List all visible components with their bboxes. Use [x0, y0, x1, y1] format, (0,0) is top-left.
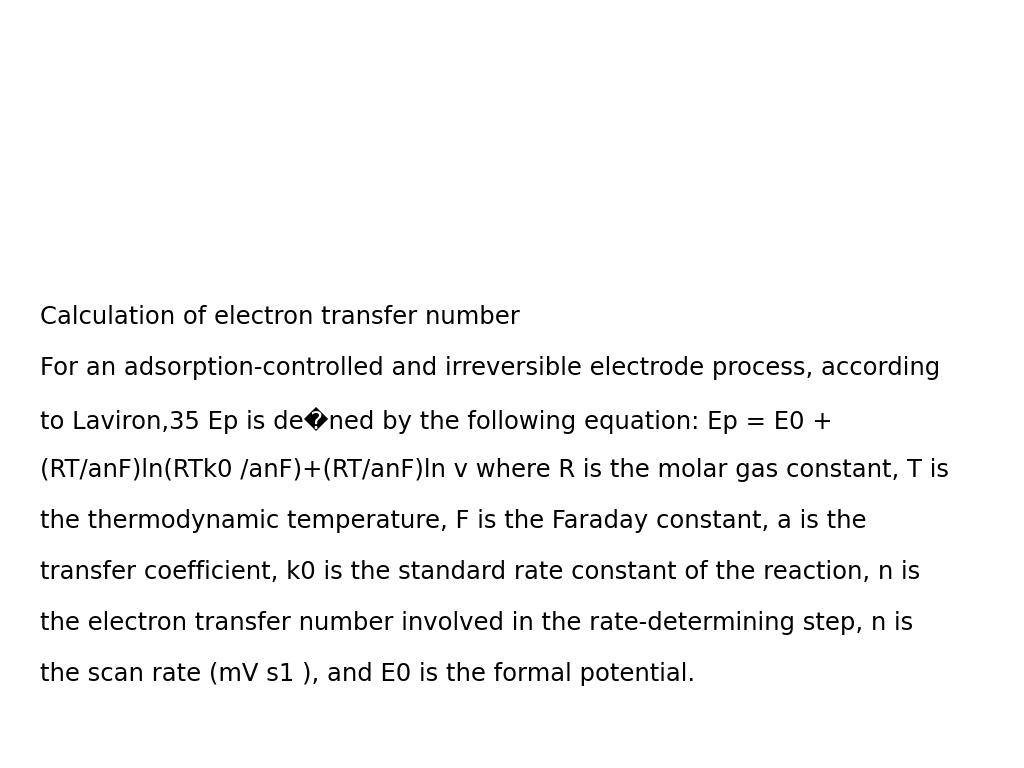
Text: For an adsorption-controlled and irreversible electrode process, according: For an adsorption-controlled and irrever… [40, 356, 940, 380]
Text: the scan rate (mV s1 ), and E0 is the formal potential.: the scan rate (mV s1 ), and E0 is the fo… [40, 662, 695, 686]
Text: (RT/anF)ln(RTk0 /anF)+(RT/anF)ln v where R is the molar gas constant, T is: (RT/anF)ln(RTk0 /anF)+(RT/anF)ln v where… [40, 458, 949, 482]
Text: Calculation of electron transfer number: Calculation of electron transfer number [40, 305, 520, 329]
Text: to Laviron,35 Ep is de�ned by the following equation: Ep = E0 +: to Laviron,35 Ep is de�ned by the follow… [40, 407, 833, 434]
Text: transfer coefficient, k0 is the standard rate constant of the reaction, n is: transfer coefficient, k0 is the standard… [40, 560, 921, 584]
Text: the electron transfer number involved in the rate-determining step, n is: the electron transfer number involved in… [40, 611, 913, 635]
Text: the thermodynamic temperature, F is the Faraday constant, a is the: the thermodynamic temperature, F is the … [40, 509, 866, 533]
